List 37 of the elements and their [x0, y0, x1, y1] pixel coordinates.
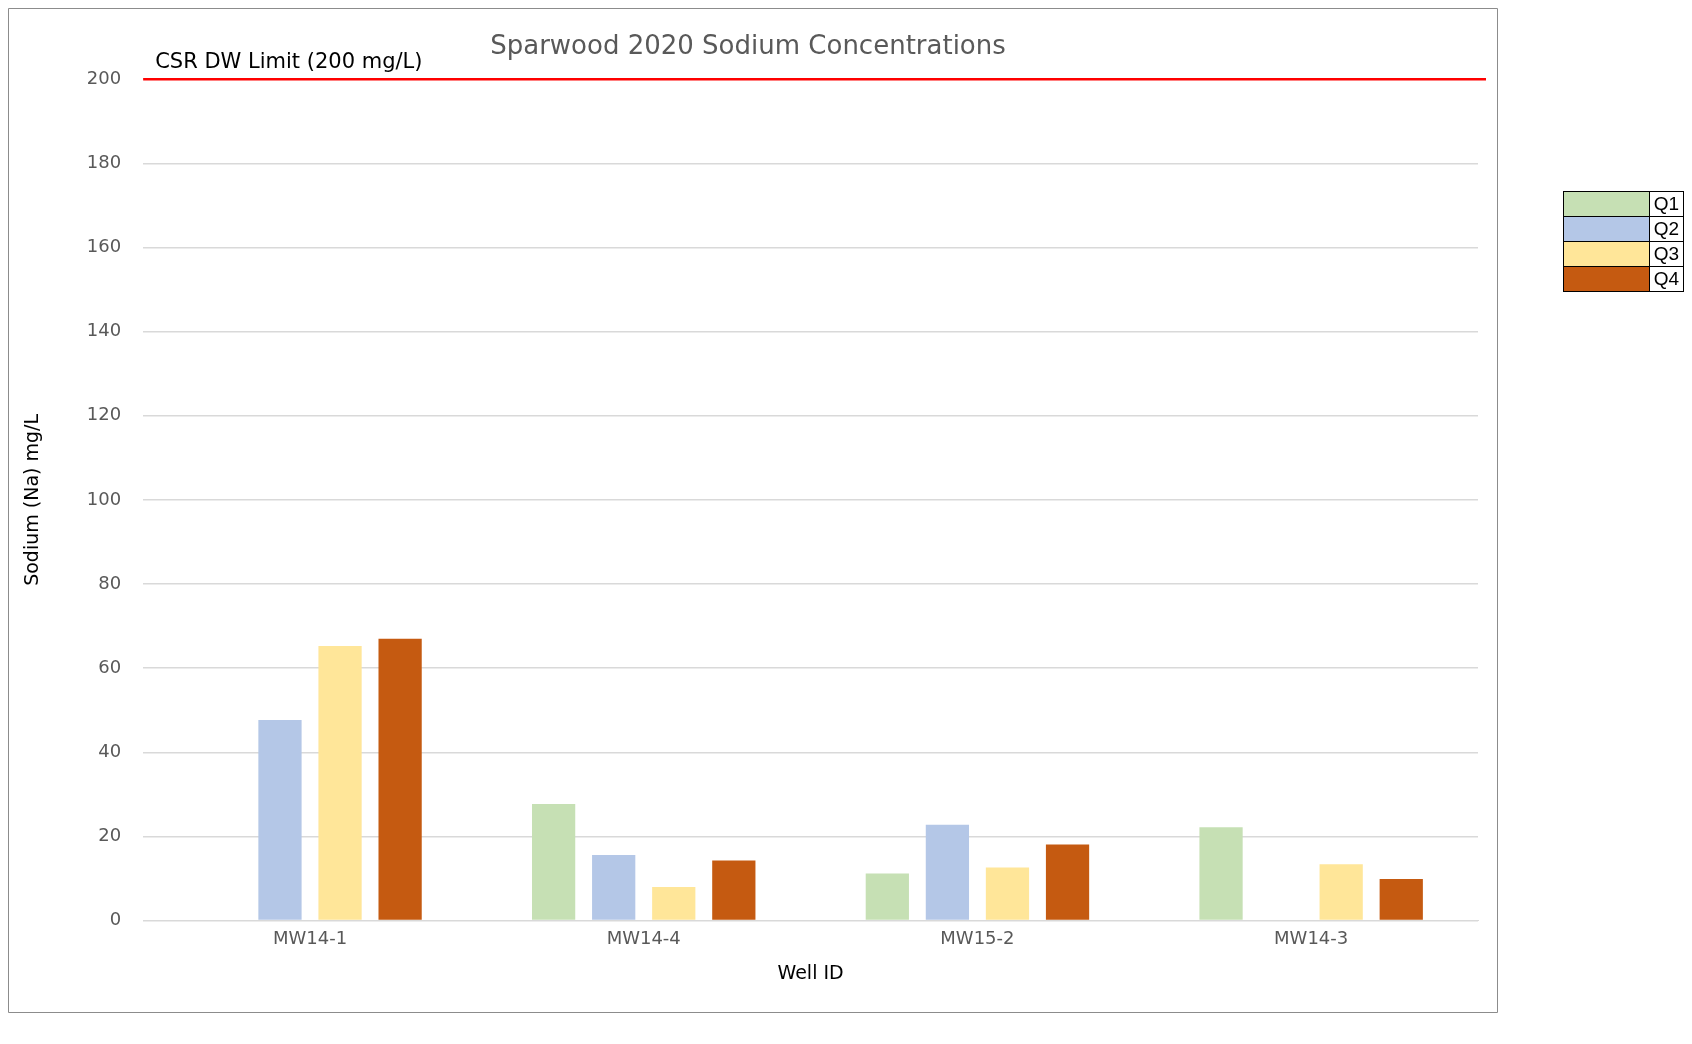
- bar: [318, 645, 362, 920]
- y-tick-label: 0: [109, 908, 122, 930]
- x-tick-label: MW15-2: [940, 927, 1015, 949]
- bar: [1199, 827, 1243, 920]
- x-axis-title: Well ID: [777, 960, 844, 983]
- x-tick-label: MW14-4: [606, 927, 681, 949]
- y-tick-label: 40: [98, 739, 122, 761]
- bar: [1045, 844, 1090, 920]
- bar: [652, 886, 696, 920]
- y-tick-label: 120: [86, 403, 122, 425]
- bar: [592, 854, 636, 920]
- y-tick-label: 200: [86, 66, 122, 88]
- chart-title: Sparwood 2020 Sodium Concentrations: [490, 30, 1006, 61]
- bar: [985, 867, 1030, 920]
- legend-label: Q2: [1649, 216, 1684, 242]
- y-tick-label: 20: [98, 824, 122, 846]
- x-tick-label: MW14-1: [272, 927, 348, 949]
- y-tick-label: 160: [86, 235, 122, 257]
- y-axis-title: Sodium (Na) mg/L: [20, 413, 43, 586]
- legend-label: Q1: [1649, 191, 1684, 217]
- ref-line-label: CSR DW Limit (200 mg/L): [155, 49, 423, 74]
- legend-label: Q3: [1649, 241, 1684, 267]
- bar: [532, 804, 576, 920]
- bar: [1379, 878, 1423, 920]
- bar: [712, 860, 756, 920]
- y-tick-label: 140: [86, 319, 122, 341]
- bar: [1319, 864, 1363, 920]
- bar: [378, 638, 422, 920]
- bar: [258, 719, 302, 920]
- x-tick-label: MW14-3: [1274, 927, 1349, 949]
- y-tick-label: 60: [98, 655, 122, 677]
- y-tick-label: 180: [86, 151, 122, 173]
- y-tick-label: 80: [98, 571, 122, 593]
- bar: [865, 873, 909, 920]
- y-tick-label: 100: [86, 487, 122, 509]
- bar: [925, 824, 970, 920]
- legend-label: Q4: [1649, 266, 1684, 292]
